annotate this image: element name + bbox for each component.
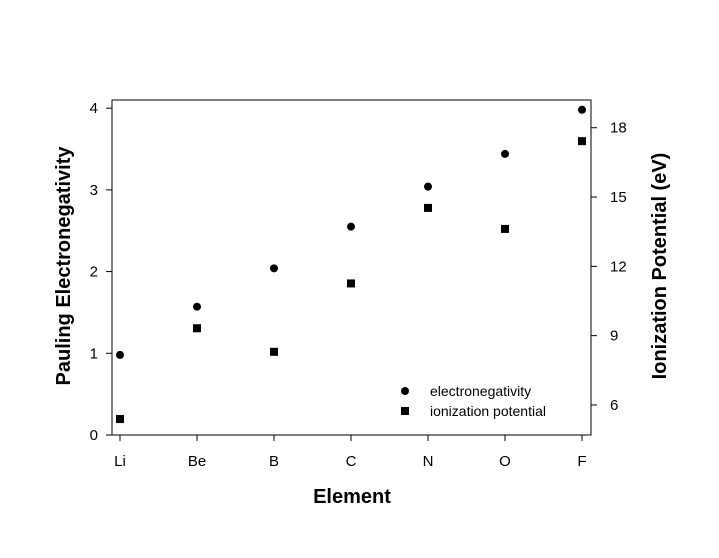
left-y-tick-label: 3 — [90, 182, 98, 199]
x-tick-label: F — [577, 453, 586, 470]
point-electronegativity — [578, 105, 586, 114]
right-y-tick-label: 6 — [610, 397, 618, 414]
right-y-tick-label: 12 — [610, 258, 627, 275]
right-y-axis: 6 9 12 15 18 — [591, 120, 627, 414]
left-y-tick-label: 4 — [90, 100, 98, 117]
point-ionization-potential — [347, 279, 355, 288]
point-ionization-potential — [501, 224, 509, 233]
point-ionization-potential — [116, 415, 124, 424]
right-y-tick-label: 9 — [610, 328, 618, 345]
right-y-tick-label: 15 — [610, 189, 627, 206]
point-electronegativity — [347, 222, 355, 231]
point-electronegativity — [270, 264, 278, 273]
legend-marker-electronegativity — [401, 387, 409, 395]
right-y-tick-label: 18 — [610, 120, 627, 137]
x-tick-label: B — [269, 453, 279, 470]
legend: electronegativity ionization potential — [401, 383, 546, 419]
x-tick-label: Li — [114, 453, 126, 470]
left-y-tick-label: 2 — [90, 264, 98, 281]
x-axis: Li Be B C N O F — [114, 435, 587, 470]
x-tick-label: Be — [188, 453, 206, 470]
point-electronegativity — [193, 302, 201, 311]
left-y-axis: 0 1 2 3 4 — [90, 100, 112, 444]
right-y-axis-title: Ionization Potential (eV) — [649, 153, 671, 380]
left-y-tick-label: 1 — [90, 345, 98, 362]
point-ionization-potential — [270, 347, 278, 356]
legend-marker-ionization-potential — [401, 407, 409, 415]
x-tick-label: C — [346, 453, 357, 470]
point-ionization-potential — [424, 203, 432, 212]
left-y-axis-title: Pauling Electronegativity — [53, 146, 75, 386]
data-marks — [116, 105, 586, 424]
point-electronegativity — [424, 182, 432, 191]
point-electronegativity — [501, 149, 509, 158]
point-ionization-potential — [578, 137, 586, 146]
left-y-tick-label: 0 — [90, 427, 98, 444]
x-tick-label: N — [423, 453, 434, 470]
legend-label-ionization-potential: ionization potential — [430, 403, 546, 419]
legend-label-electronegativity: electronegativity — [430, 383, 531, 399]
point-ionization-potential — [193, 324, 201, 333]
point-electronegativity — [116, 350, 124, 359]
x-axis-title: Element — [313, 486, 391, 508]
x-tick-label: O — [499, 453, 511, 470]
